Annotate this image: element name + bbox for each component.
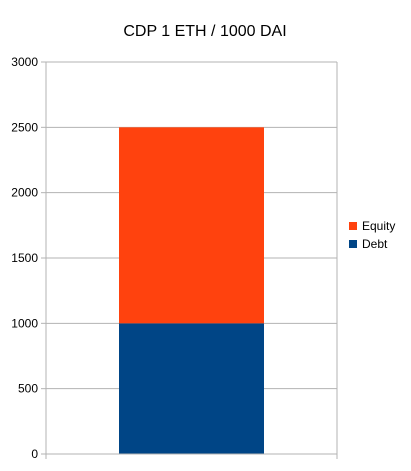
y-tick-label-1500: 1500 (11, 251, 38, 265)
y-tick-label-0: 0 (31, 447, 38, 461)
legend-swatch-debt (349, 240, 357, 248)
y-tick-label-1000: 1000 (11, 316, 38, 330)
legend: Equity Debt (349, 219, 395, 251)
bar-debt (119, 323, 264, 454)
bar-equity (119, 127, 264, 324)
legend-label-equity: Equity (362, 219, 395, 233)
y-tick-label-2500: 2500 (11, 120, 38, 134)
chart-title: CDP 1 ETH / 1000 DAI (123, 23, 286, 40)
y-tick-label-3000: 3000 (11, 55, 38, 69)
y-axis-ticks: 0 500 1000 1500 2000 2500 3000 (11, 55, 46, 461)
legend-swatch-equity (349, 222, 357, 230)
legend-label-debt: Debt (362, 237, 388, 251)
y-tick-label-500: 500 (18, 382, 38, 396)
bars (119, 127, 264, 454)
y-tick-label-2000: 2000 (11, 186, 38, 200)
